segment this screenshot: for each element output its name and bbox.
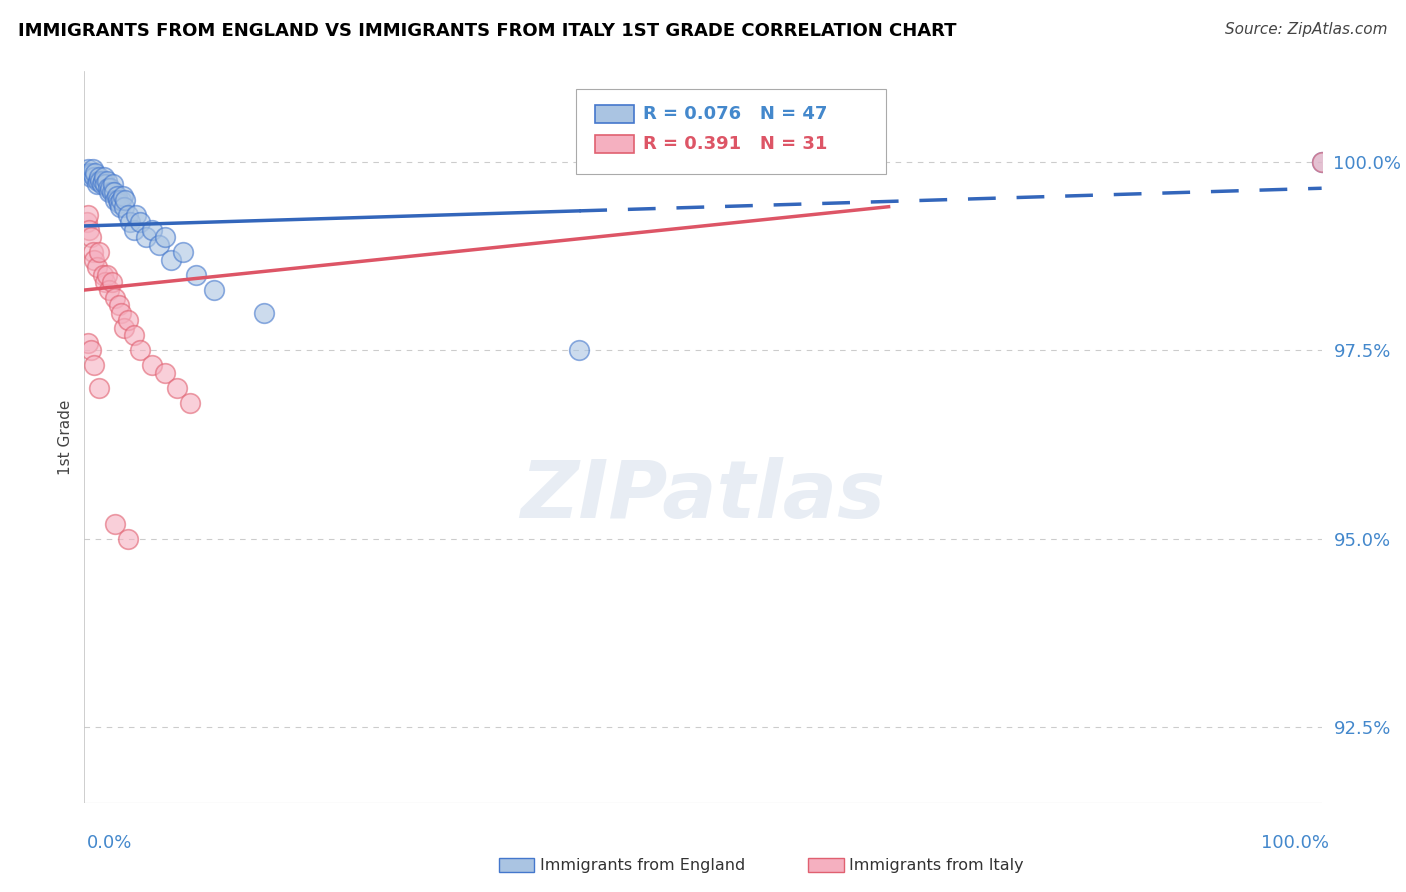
Point [129, 215, 152, 229]
Point [79, 230, 101, 244]
Point [103, 185, 125, 199]
Point [114, 193, 136, 207]
Point [98, 185, 121, 199]
Point [101, 178, 124, 192]
Point [135, 230, 157, 244]
Point [117, 532, 139, 546]
Point [184, 268, 207, 282]
Point [79, 343, 101, 358]
Point [108, 298, 131, 312]
Point [97, 181, 120, 195]
Point [110, 306, 132, 320]
Point [82, 245, 104, 260]
Point [82, 162, 104, 177]
Point [87, 174, 110, 188]
Point [94, 178, 117, 192]
Text: Immigrants from Italy: Immigrants from Italy [849, 858, 1024, 872]
Point [77, 208, 100, 222]
Point [112, 200, 135, 214]
Point [153, 366, 176, 380]
Point [122, 328, 145, 343]
Point [83, 252, 105, 267]
Point [172, 245, 194, 260]
Point [91, 174, 114, 188]
Point [91, 268, 114, 282]
Y-axis label: 1st Grade: 1st Grade [58, 400, 73, 475]
Point [104, 291, 127, 305]
Point [89, 174, 111, 188]
Point [110, 193, 132, 207]
Point [77, 335, 100, 350]
Point [105, 188, 128, 202]
Point [86, 178, 108, 192]
Point [77, 162, 100, 177]
Point [96, 174, 118, 188]
Point [122, 223, 145, 237]
Point [112, 320, 135, 334]
Text: Immigrants from England: Immigrants from England [540, 858, 745, 872]
Point [179, 396, 201, 410]
Point [98, 181, 121, 195]
Point [253, 306, 276, 320]
Text: 100.0%: 100.0% [1261, 834, 1329, 852]
Point [568, 343, 591, 358]
Text: Source: ZipAtlas.com: Source: ZipAtlas.com [1225, 22, 1388, 37]
Point [83, 359, 105, 373]
Point [125, 208, 148, 222]
Point [89, 245, 111, 260]
Text: R = 0.076   N = 47: R = 0.076 N = 47 [643, 105, 827, 123]
Point [76, 215, 98, 229]
Point [129, 343, 152, 358]
Text: 0.0%: 0.0% [87, 834, 132, 852]
Point [90, 178, 112, 192]
Point [104, 193, 127, 207]
Point [1310, 154, 1333, 169]
Point [100, 185, 122, 199]
Point [104, 516, 127, 531]
Point [107, 193, 129, 207]
Point [166, 381, 188, 395]
Point [111, 188, 134, 202]
Point [160, 252, 183, 267]
Point [79, 166, 101, 180]
Point [117, 208, 139, 222]
Point [202, 283, 225, 297]
Point [120, 215, 142, 229]
Point [80, 166, 103, 180]
Point [117, 313, 139, 327]
Point [100, 276, 122, 290]
Point [89, 381, 111, 395]
Point [86, 260, 108, 275]
Point [153, 230, 176, 244]
Point [1310, 154, 1333, 169]
Point [79, 169, 101, 184]
Point [108, 196, 131, 211]
Point [79, 223, 101, 237]
Point [110, 200, 132, 214]
Point [148, 237, 170, 252]
Point [89, 169, 111, 184]
Point [98, 283, 121, 297]
Point [96, 268, 118, 282]
Point [94, 276, 117, 290]
Text: ZIPatlas: ZIPatlas [520, 457, 886, 534]
Point [141, 359, 163, 373]
Point [84, 166, 107, 180]
Point [93, 169, 115, 184]
Text: IMMIGRANTS FROM ENGLAND VS IMMIGRANTS FROM ITALY 1ST GRADE CORRELATION CHART: IMMIGRANTS FROM ENGLAND VS IMMIGRANTS FR… [18, 22, 956, 40]
Text: R = 0.391   N = 31: R = 0.391 N = 31 [643, 135, 827, 153]
Point [83, 169, 105, 184]
Point [141, 223, 163, 237]
